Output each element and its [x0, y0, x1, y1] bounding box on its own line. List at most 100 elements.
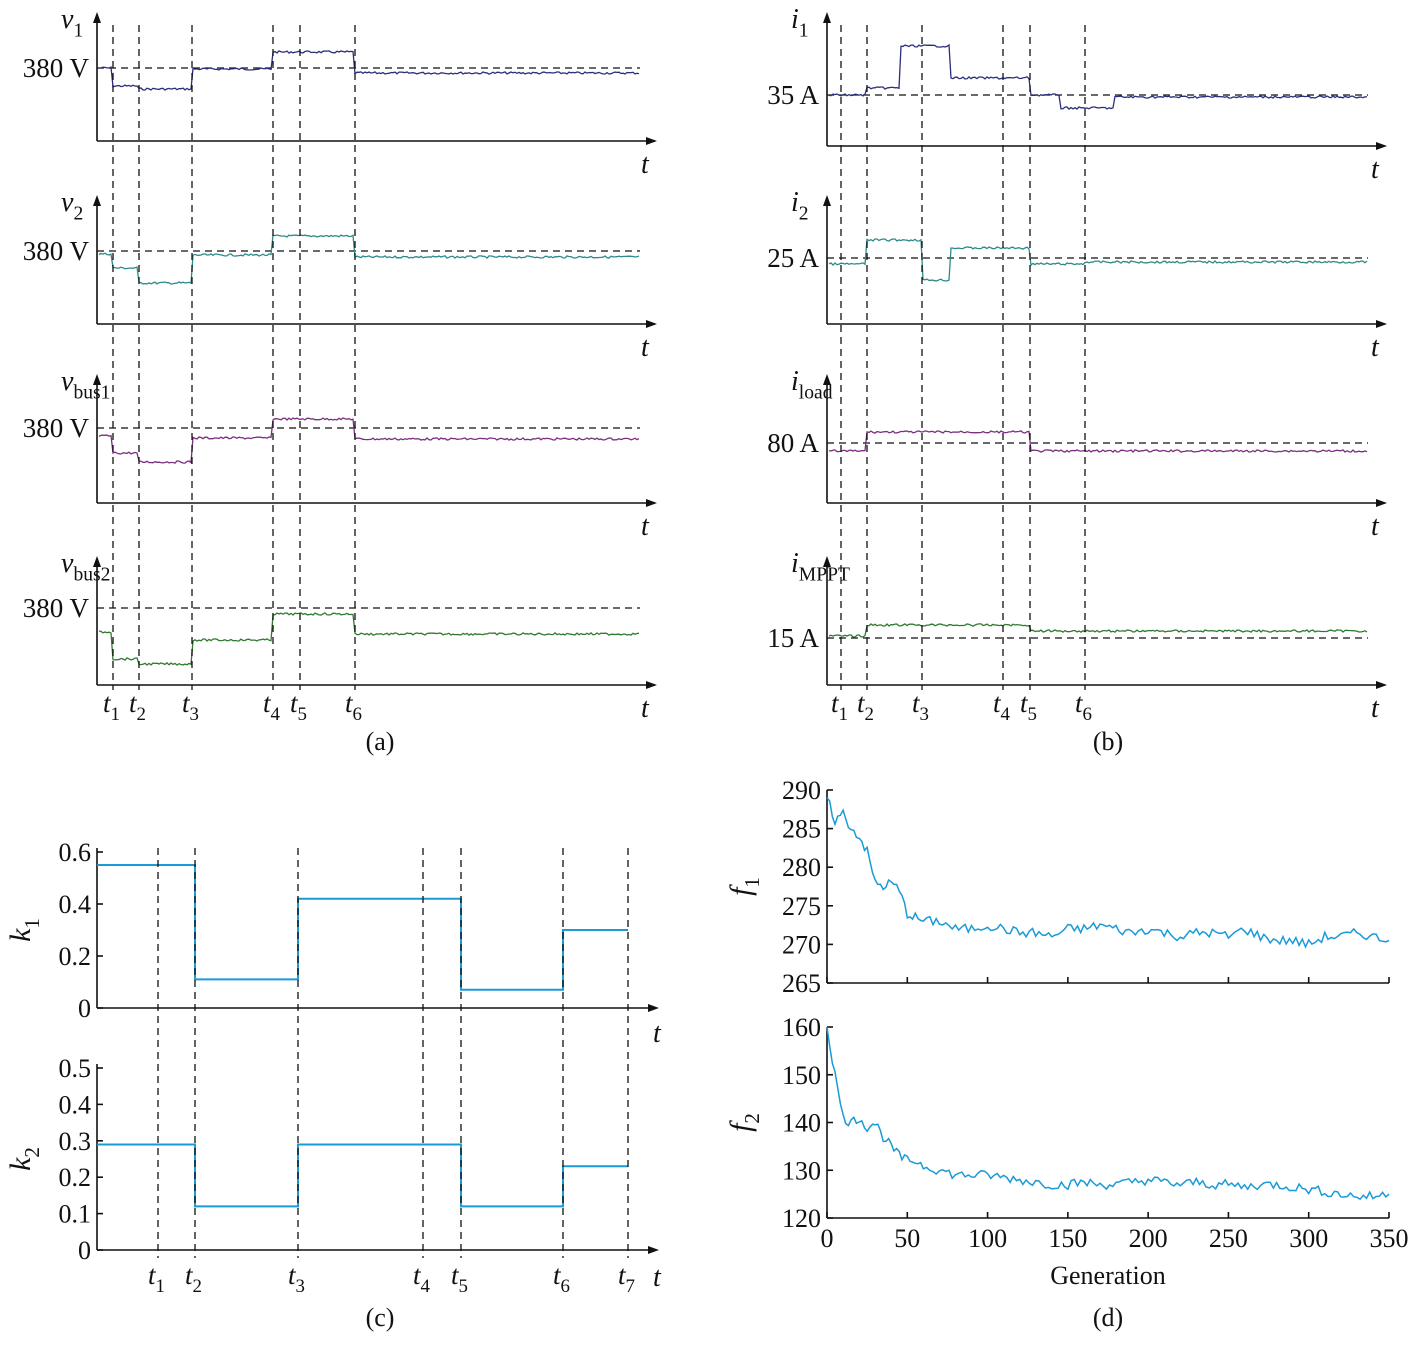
panel-b-x-arrow-3	[1376, 681, 1387, 689]
panel-a-y-arrow-3	[93, 556, 101, 567]
panel-b-ylabel-0: i1	[791, 4, 809, 41]
panel-b-ref-label-0: 35 A	[767, 80, 819, 110]
panel-a-time-label-5: t6	[345, 688, 362, 725]
panel-b-y-arrow-0	[823, 12, 831, 23]
panel-c-ytick-label-0-1: 0.2	[59, 942, 92, 971]
panel-d-ytick-label-1-1: 130	[782, 1156, 821, 1185]
panel-a-x-label-1: t	[641, 332, 650, 363]
panel-b-trace-3	[828, 623, 1368, 638]
panel-a-x-arrow-1	[646, 320, 657, 328]
panel-b-x-arrow-0	[1376, 142, 1387, 150]
panel-c-step-0	[97, 864, 628, 991]
panel-c-ytick-label-1-0: 0	[78, 1236, 91, 1265]
panel-c-ytick-label-1-3: 0.3	[59, 1127, 92, 1156]
panel-c-ytick-label-1-4: 0.4	[59, 1090, 92, 1119]
panel-d-ytick-label-1-2: 140	[782, 1109, 821, 1138]
panel-a-y-arrow-0	[93, 12, 101, 23]
panel-b-y-arrow-2	[823, 374, 831, 385]
panel-c-ytick-label-0-3: 0.6	[59, 838, 92, 867]
panel-b-time-label-1: t2	[857, 688, 874, 725]
panel-b-y-arrow-3	[823, 556, 831, 567]
panel-b-time-label-0: t1	[831, 688, 848, 725]
panel-d-ytick-label-0-2: 275	[782, 892, 821, 921]
panel-c-ytick-label-1-5: 0.5	[59, 1054, 92, 1083]
panel-d-xtick-label-7: 350	[1370, 1224, 1409, 1253]
panel-d-xtick-label-1: 50	[894, 1224, 920, 1253]
panel-d-ylabel-1: f2	[724, 1113, 764, 1132]
panel-d-curve-0	[826, 797, 1390, 949]
panel-a-time-label-2: t3	[182, 688, 199, 725]
panel-c-ytick-label-0-0: 0	[78, 994, 91, 1023]
panel-d-ylabel-1-group: f2	[724, 1113, 764, 1132]
panel-a-trace-0	[98, 50, 640, 91]
panel-a-ref-label-1: 380 V	[23, 236, 90, 266]
panel-b-trace-2	[828, 430, 1368, 454]
panel-b-time-label-4: t5	[1020, 688, 1037, 725]
panel-c-ylabel-1: k2	[4, 1147, 44, 1171]
panel-c-time-label-0: t1	[148, 1260, 165, 1297]
panel-a-ylabel-2: vbus1	[61, 366, 110, 403]
panel-a-x-arrow-0	[646, 137, 657, 145]
panel-a-trace-3	[98, 612, 640, 666]
panel-a-x-arrow-3	[646, 681, 657, 689]
panel-c-x-label-1: t	[653, 1262, 662, 1293]
panel-c-ylabel-0: k1	[4, 918, 44, 942]
panel-c-step-1	[97, 1143, 628, 1208]
panel-b-x-label-1: t	[1371, 332, 1380, 363]
panel-d-curve-1	[826, 1026, 1390, 1201]
panel-a-time-label-4: t5	[290, 688, 307, 725]
panel-b-y-arrow-1	[823, 195, 831, 206]
panel-d-xtick-label-0: 0	[821, 1224, 834, 1253]
panel-a-x-label-2: t	[641, 511, 650, 542]
panel-a-panel-label: (a)	[366, 727, 395, 756]
panel-c-time-label-4: t5	[451, 1260, 468, 1297]
panel-a-x-arrow-2	[646, 499, 657, 507]
panel-c-time-label-6: t7	[618, 1260, 635, 1297]
panel-d-xtick-label-2: 100	[968, 1224, 1007, 1253]
panel-d-ytick-label-1-0: 120	[782, 1204, 821, 1233]
panel-c-time-label-1: t2	[185, 1260, 202, 1297]
panel-d-panel-label: (d)	[1093, 1303, 1123, 1332]
panel-d-xtick-label-4: 200	[1129, 1224, 1168, 1253]
panel-b-trace-0	[828, 43, 1368, 110]
panel-b-ref-label-2: 80 A	[767, 428, 819, 458]
panel-b-ref-label-3: 15 A	[767, 623, 819, 653]
panel-c-ytick-label-1-2: 0.2	[59, 1163, 92, 1192]
panel-b-time-label-5: t6	[1075, 688, 1092, 725]
panel-a-ylabel-0: v1	[61, 4, 83, 41]
panel-d-ytick-label-1-3: 150	[782, 1061, 821, 1090]
panel-b-panel-label: (b)	[1093, 727, 1123, 756]
panel-d-xtick-label-6: 300	[1289, 1224, 1328, 1253]
panel-d-ytick-label-0-0: 265	[782, 969, 821, 998]
panel-c-time-label-3: t4	[413, 1260, 431, 1297]
panel-b-ylabel-1: i2	[791, 187, 809, 224]
panel-a-x-label-0: t	[641, 149, 650, 180]
panel-d-ylabel-0: f1	[724, 877, 764, 896]
panel-d-xlabel: Generation	[1050, 1261, 1166, 1290]
panel-c-ytick-label-0-2: 0.4	[59, 890, 92, 919]
panel-c-ylabel-1-group: k2	[4, 1147, 44, 1171]
panel-d-ytick-label-0-5: 290	[782, 776, 821, 805]
panel-b-x-arrow-2	[1376, 499, 1387, 507]
panel-a-y-arrow-2	[93, 374, 101, 385]
panel-c-ytick-label-1-1: 0.1	[59, 1200, 92, 1229]
panel-a-trace-1	[98, 234, 640, 285]
panel-b-x-label-0: t	[1371, 154, 1380, 185]
panel-a-ylabel-1: v2	[61, 187, 83, 224]
panel-b-ylabel-2: iload	[791, 366, 833, 403]
panel-a-time-label-3: t4	[263, 688, 281, 725]
panel-a-ref-label-2: 380 V	[23, 413, 90, 443]
panel-d-ytick-label-1-4: 160	[782, 1013, 821, 1042]
panel-c-panel-label: (c)	[366, 1303, 395, 1332]
panel-b-x-label-3: t	[1371, 693, 1380, 724]
panel-a-x-label-3: t	[641, 693, 650, 724]
panel-d-ytick-label-0-3: 280	[782, 853, 821, 882]
panel-d-ytick-label-0-4: 285	[782, 815, 821, 844]
panel-d-xtick-label-5: 250	[1209, 1224, 1248, 1253]
panel-c-time-label-5: t6	[553, 1260, 570, 1297]
panel-a-ref-label-0: 380 V	[23, 53, 90, 83]
panel-b-x-label-2: t	[1371, 511, 1380, 542]
panel-c-x-arrow-0	[648, 1004, 659, 1012]
panel-a-ref-label-3: 380 V	[23, 593, 90, 623]
